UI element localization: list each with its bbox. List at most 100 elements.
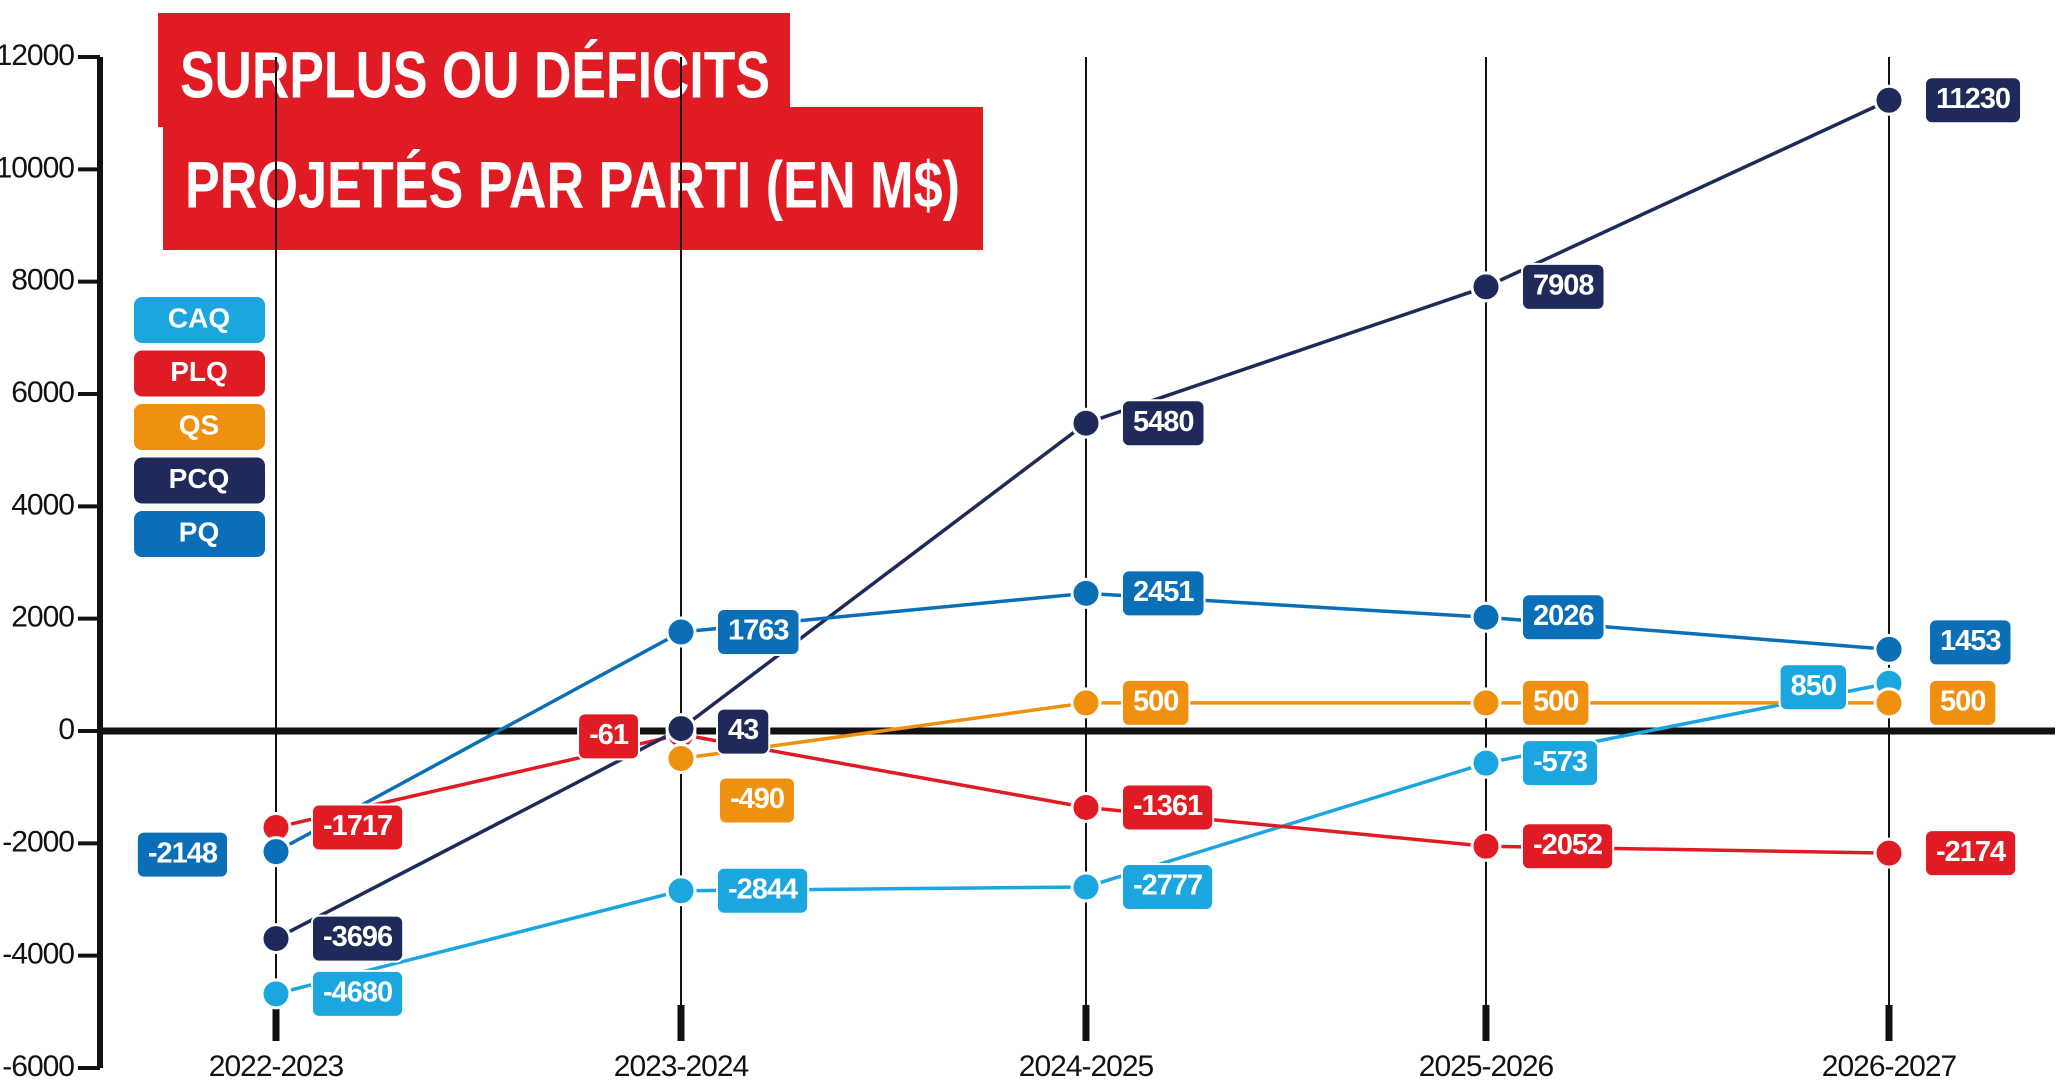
data-label-box bbox=[1521, 739, 1600, 788]
data-point bbox=[665, 616, 697, 648]
data-label: 7908 bbox=[1521, 262, 1606, 311]
data-label-box bbox=[1121, 783, 1215, 832]
data-label-box bbox=[1928, 678, 1998, 727]
data-label-box bbox=[1521, 822, 1615, 871]
data-label-box bbox=[1121, 569, 1206, 618]
y-tick-label: 4000 bbox=[11, 488, 74, 521]
data-label-box bbox=[1924, 76, 2023, 125]
data-label-text: 11230 bbox=[1936, 83, 2010, 115]
data-label-box bbox=[311, 969, 405, 1018]
data-label-text: -4680 bbox=[323, 977, 392, 1009]
x-tick-label: 2022-2023 bbox=[209, 1050, 344, 1083]
data-label-text: -3696 bbox=[323, 921, 393, 953]
legend-label: PCQ bbox=[169, 463, 230, 494]
data-label-box bbox=[716, 866, 810, 915]
legend-swatch bbox=[134, 511, 265, 557]
data-label: 5480 bbox=[1121, 399, 1206, 448]
data-label: -2844 bbox=[716, 866, 810, 915]
x-tick-label: 2023-2024 bbox=[614, 1050, 749, 1083]
data-label-text: 500 bbox=[1533, 686, 1578, 718]
legend-swatch bbox=[134, 404, 265, 450]
data-label-box bbox=[1928, 618, 2013, 667]
data-label: -1361 bbox=[1121, 783, 1215, 832]
data-label-text: 1763 bbox=[728, 615, 789, 647]
data-point bbox=[1873, 84, 1905, 116]
data-label: 500 bbox=[1928, 678, 1998, 727]
data-label: 43 bbox=[716, 707, 771, 756]
data-label: -573 bbox=[1521, 739, 1600, 788]
data-point bbox=[260, 923, 292, 955]
y-tick-label: 8000 bbox=[11, 264, 74, 297]
data-point bbox=[1070, 871, 1102, 903]
data-point bbox=[260, 978, 292, 1010]
data-point bbox=[1070, 791, 1102, 823]
series-line bbox=[680, 701, 1889, 761]
data-label: -2052 bbox=[1521, 822, 1615, 871]
data-label-text: -2844 bbox=[728, 873, 798, 905]
data-label: -3696 bbox=[311, 914, 405, 963]
data-label: -61 bbox=[577, 712, 640, 761]
data-label-box bbox=[1924, 829, 2018, 878]
data-point bbox=[1470, 830, 1502, 862]
data-point bbox=[1470, 601, 1502, 633]
data-label-box bbox=[311, 914, 405, 963]
data-label-text: 43 bbox=[728, 714, 759, 746]
chart-title: PROJETÉS PAR PARTI (EN M$) bbox=[185, 147, 960, 221]
data-point bbox=[665, 875, 697, 907]
data-point bbox=[260, 836, 292, 868]
data-label: 1453 bbox=[1928, 618, 2013, 667]
data-label-text: -1717 bbox=[323, 810, 392, 842]
x-tick-label: 2026-2027 bbox=[1822, 1050, 1957, 1083]
data-label-box bbox=[716, 607, 801, 656]
data-point bbox=[1873, 837, 1905, 869]
data-label-text: -2174 bbox=[1936, 836, 2006, 868]
y-tick-label: -4000 bbox=[2, 938, 74, 971]
data-label-box bbox=[577, 712, 640, 761]
data-label: -2174 bbox=[1924, 829, 2018, 878]
data-label-text: 500 bbox=[1940, 686, 1985, 718]
data-point bbox=[1070, 577, 1102, 609]
y-tick-label: 2000 bbox=[11, 601, 74, 634]
data-point bbox=[1070, 407, 1102, 439]
data-label: -2148 bbox=[135, 830, 229, 879]
data-point bbox=[1470, 271, 1502, 303]
y-tick-label: 10000 bbox=[0, 151, 74, 184]
data-label-text: 2451 bbox=[1133, 576, 1194, 608]
legend-label: PLQ bbox=[170, 356, 228, 387]
data-label-box bbox=[1121, 399, 1206, 448]
data-label-box bbox=[1521, 678, 1591, 727]
y-tick-label: -2000 bbox=[2, 825, 74, 858]
data-label-text: -2052 bbox=[1533, 829, 1602, 861]
data-label-box bbox=[1521, 593, 1606, 642]
data-label-text: 500 bbox=[1133, 686, 1178, 718]
data-point bbox=[1470, 747, 1502, 779]
data-label: 2451 bbox=[1121, 569, 1206, 618]
data-label-box bbox=[311, 803, 405, 852]
data-label-box bbox=[1121, 862, 1215, 911]
y-tick-label: 0 bbox=[58, 713, 74, 746]
data-label-text: -573 bbox=[1533, 746, 1588, 778]
data-label: 500 bbox=[1121, 678, 1191, 727]
data-label: 500 bbox=[1521, 678, 1591, 727]
data-label-text: 5480 bbox=[1133, 406, 1194, 438]
data-label-box bbox=[718, 776, 797, 825]
data-label-text: 850 bbox=[1791, 670, 1836, 702]
title-box bbox=[163, 107, 983, 250]
x-tick-label: 2024-2025 bbox=[1019, 1050, 1154, 1083]
legend-swatch bbox=[134, 297, 265, 343]
data-point bbox=[665, 743, 697, 775]
data-point bbox=[1873, 687, 1905, 719]
y-tick-label: 6000 bbox=[11, 376, 74, 409]
data-label: 1763 bbox=[716, 607, 801, 656]
x-tick-label: 2025-2026 bbox=[1419, 1050, 1554, 1083]
data-label-box bbox=[716, 707, 771, 756]
data-label-text: -1361 bbox=[1133, 790, 1203, 822]
data-point bbox=[1470, 687, 1502, 719]
data-label-text: -2777 bbox=[1133, 870, 1202, 902]
data-label-text: -2148 bbox=[148, 837, 218, 869]
data-label: -4680 bbox=[311, 969, 405, 1018]
data-label-text: -61 bbox=[589, 719, 629, 751]
legend-label: PQ bbox=[179, 516, 219, 547]
legend-label: CAQ bbox=[168, 302, 230, 333]
